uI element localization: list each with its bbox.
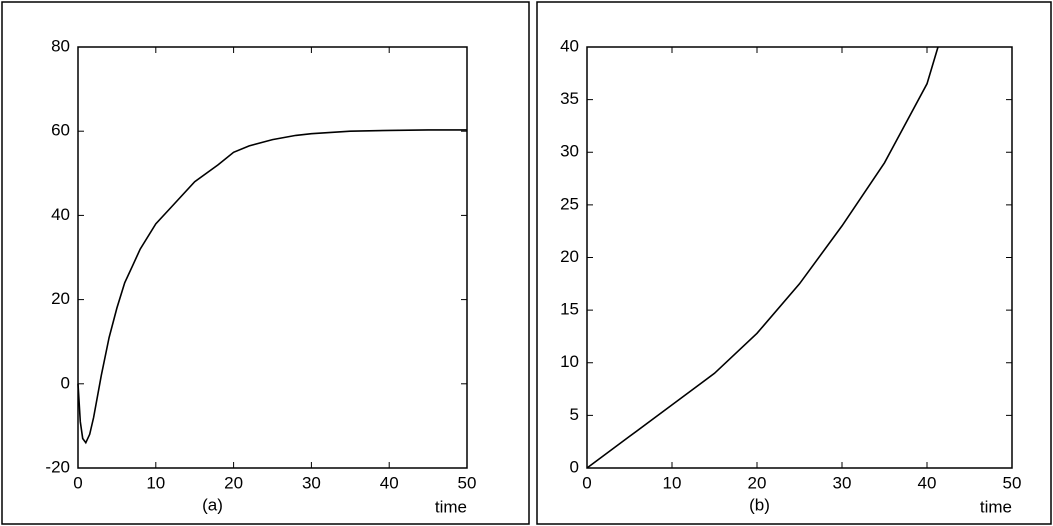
x-axis-label: time xyxy=(435,497,467,516)
y-tick-label: 15 xyxy=(560,300,579,319)
y-tick-label: 35 xyxy=(560,89,579,108)
x-tick-label: 30 xyxy=(833,473,852,492)
panel-frame xyxy=(1,1,530,525)
x-axis-label: time xyxy=(980,497,1012,516)
x-tick-label: 20 xyxy=(224,473,243,492)
x-tick-label: 50 xyxy=(1003,473,1022,492)
x-tick-label: 40 xyxy=(380,473,399,492)
y-tick-label: 10 xyxy=(560,352,579,371)
x-tick-label: 0 xyxy=(73,473,82,492)
y-tick-label: -20 xyxy=(45,457,70,476)
panel-label: (b) xyxy=(749,495,770,514)
y-tick-label: 40 xyxy=(560,36,579,55)
x-tick-label: 40 xyxy=(918,473,937,492)
y-tick-label: 0 xyxy=(570,457,579,476)
y-tick-label: 5 xyxy=(570,405,579,424)
y-tick-label: 0 xyxy=(61,373,70,392)
y-tick-label: 40 xyxy=(51,205,70,224)
x-tick-label: 30 xyxy=(302,473,321,492)
panel-label: (a) xyxy=(202,495,223,514)
y-tick-label: 20 xyxy=(560,247,579,266)
x-tick-label: 10 xyxy=(663,473,682,492)
panel-frame xyxy=(536,1,1052,525)
x-tick-label: 20 xyxy=(748,473,767,492)
y-tick-label: 25 xyxy=(560,194,579,213)
axes-box xyxy=(77,46,468,469)
y-tick-label: 80 xyxy=(51,36,70,55)
data-line xyxy=(77,129,467,445)
axes-box xyxy=(586,46,1013,469)
x-tick-label: 50 xyxy=(458,473,477,492)
y-tick-label: 20 xyxy=(51,289,70,308)
data-line xyxy=(586,46,939,469)
x-tick-label: 0 xyxy=(582,473,591,492)
y-tick-label: 30 xyxy=(560,142,579,161)
x-tick-label: 10 xyxy=(146,473,165,492)
y-tick-label: 60 xyxy=(51,121,70,140)
